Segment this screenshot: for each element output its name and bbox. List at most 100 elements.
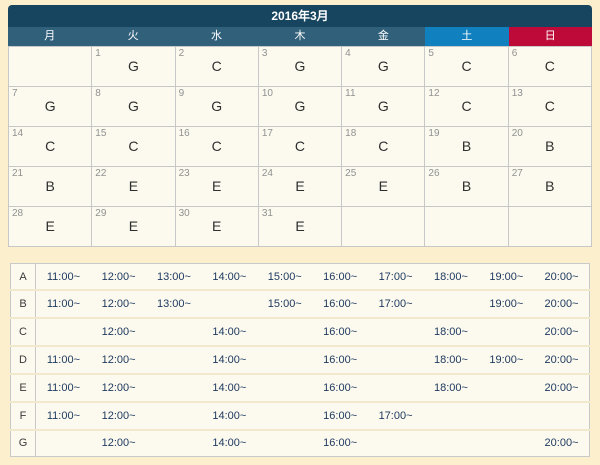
time-slot: 11:00~: [35, 289, 91, 319]
day-cell: 17 C: [258, 127, 343, 167]
day-schedule-code: B: [461, 178, 472, 194]
day-schedule-code: G: [127, 98, 139, 114]
day-number: 28: [12, 208, 24, 219]
day-number: 6: [511, 48, 518, 59]
time-slot: 20:00~: [534, 372, 590, 402]
day-schedule-code: C: [211, 58, 222, 74]
day-number: 13: [511, 88, 523, 99]
time-slot: 15:00~: [257, 289, 313, 319]
day-number: 4: [345, 48, 351, 59]
day-number: 15: [95, 128, 107, 139]
time-slot-empty: [35, 428, 91, 457]
time-slot: 18:00~: [423, 345, 479, 374]
weekday-header-tuesday: 火: [91, 27, 175, 46]
schedule-row-label: D: [10, 345, 36, 374]
day-number: 20: [511, 128, 523, 139]
time-slot-empty: [478, 428, 535, 457]
time-slot: 18:00~: [433, 270, 468, 283]
day-cell: 22 E: [92, 167, 176, 207]
calendar-month-title: 2016年3月: [8, 5, 592, 27]
day-cell: 30 E: [175, 207, 259, 247]
day-schedule-code: C: [544, 58, 555, 74]
time-slot: 17:00~: [378, 270, 413, 283]
time-slot-empty: [257, 345, 313, 374]
schedule-row: B 11:00~ 12:00~ 13:00~ 15:00~ 16:00~ 17:00~ 19:…: [10, 289, 590, 319]
time-slot: 18:00~: [423, 317, 479, 347]
schedule-row-label: F: [10, 400, 36, 430]
day-schedule-code: B: [45, 178, 55, 194]
day-schedule-code: C: [128, 138, 139, 154]
day-number: 11: [345, 88, 356, 99]
time-slot: 12:00~: [90, 400, 147, 430]
day-schedule-code: E: [45, 218, 55, 234]
time-slot-empty: [146, 317, 202, 347]
day-cell: 26 B: [425, 167, 509, 207]
day-schedule-code: B: [461, 138, 472, 154]
time-slot-empty: [423, 428, 479, 457]
day-schedule-code: C: [211, 138, 222, 154]
day-number: 24: [261, 168, 273, 179]
day-number: 3: [261, 48, 268, 59]
day-cell: 28 E: [9, 207, 93, 247]
time-slot: 14:00~: [201, 345, 258, 374]
time-slot: 19:00~: [478, 345, 535, 374]
day-number: 12: [428, 88, 440, 99]
time-slot: 11:00~: [46, 270, 81, 283]
time-slot: 11:00~: [35, 345, 91, 374]
day-schedule-code: E: [212, 178, 222, 194]
time-slot: 13:00~: [146, 289, 202, 319]
day-schedule-code: B: [545, 178, 555, 194]
day-number: 25: [345, 168, 357, 179]
day-number: 18: [345, 128, 357, 139]
day-cell: 13 C: [508, 87, 592, 127]
time-slot-empty: [257, 317, 313, 347]
day-number: 31: [261, 208, 273, 219]
weekday-header-wednesday: 水: [174, 27, 259, 46]
day-number: 14: [12, 128, 24, 139]
schedule-row: G 12:00~ 14:00~ 16:00~ 20:00~: [10, 428, 590, 457]
day-number: 10: [261, 88, 273, 99]
day-cell: 21 B: [9, 167, 93, 207]
empty-day-cell: [342, 207, 426, 247]
day-cell: 25 E: [342, 167, 426, 207]
day-schedule-code: E: [128, 218, 139, 234]
time-slot: 16:00~: [312, 317, 368, 347]
time-slot: 20:00~: [534, 428, 590, 457]
schedule-row-label: G: [10, 428, 36, 457]
weekday-header-monday: 月: [8, 27, 92, 46]
weekday-row: 月火水木金土日: [8, 27, 592, 46]
time-slot: 14:00~: [212, 270, 247, 283]
time-slot: 12:00~: [90, 345, 147, 374]
time-slot: 20:00~: [534, 345, 590, 374]
time-slot: 14:00~: [201, 372, 258, 402]
time-slot-empty: [35, 317, 91, 347]
time-slot: 16:00~: [312, 400, 368, 430]
time-slot: 17:00~: [367, 289, 424, 319]
time-slot-empty: [201, 289, 258, 319]
day-cell: 14 C: [9, 127, 93, 167]
schedule-row: D 11:00~ 12:00~ 14:00~ 16:00~ 18:00~ 19:00~ 20:…: [10, 345, 590, 374]
day-number: 22: [95, 168, 107, 179]
empty-day-cell: [508, 207, 592, 247]
day-number: 27: [511, 168, 523, 179]
day-cell: 29 E: [92, 207, 176, 247]
time-slot-empty: [367, 345, 424, 374]
time-slot-empty: [478, 400, 535, 430]
day-schedule-code: E: [128, 178, 139, 194]
schedule-row: A 11:00~ 12:00~ 13:00~ 14:00~ 15:00~ 16:00~ 17:…: [10, 263, 590, 291]
time-slot: 16:00~: [312, 345, 368, 374]
day-cell: 11 G: [342, 87, 426, 127]
day-schedule-code: G: [377, 58, 389, 74]
time-slot-empty: [478, 372, 535, 402]
time-slot: 14:00~: [201, 400, 258, 430]
time-slot-empty: [257, 372, 313, 402]
time-slot: 20:00~: [534, 317, 590, 347]
time-slot: 14:00~: [201, 428, 258, 457]
weekday-header-thursday: 木: [258, 27, 342, 46]
time-slot-empty: [146, 372, 202, 402]
day-number: 17: [261, 128, 273, 139]
